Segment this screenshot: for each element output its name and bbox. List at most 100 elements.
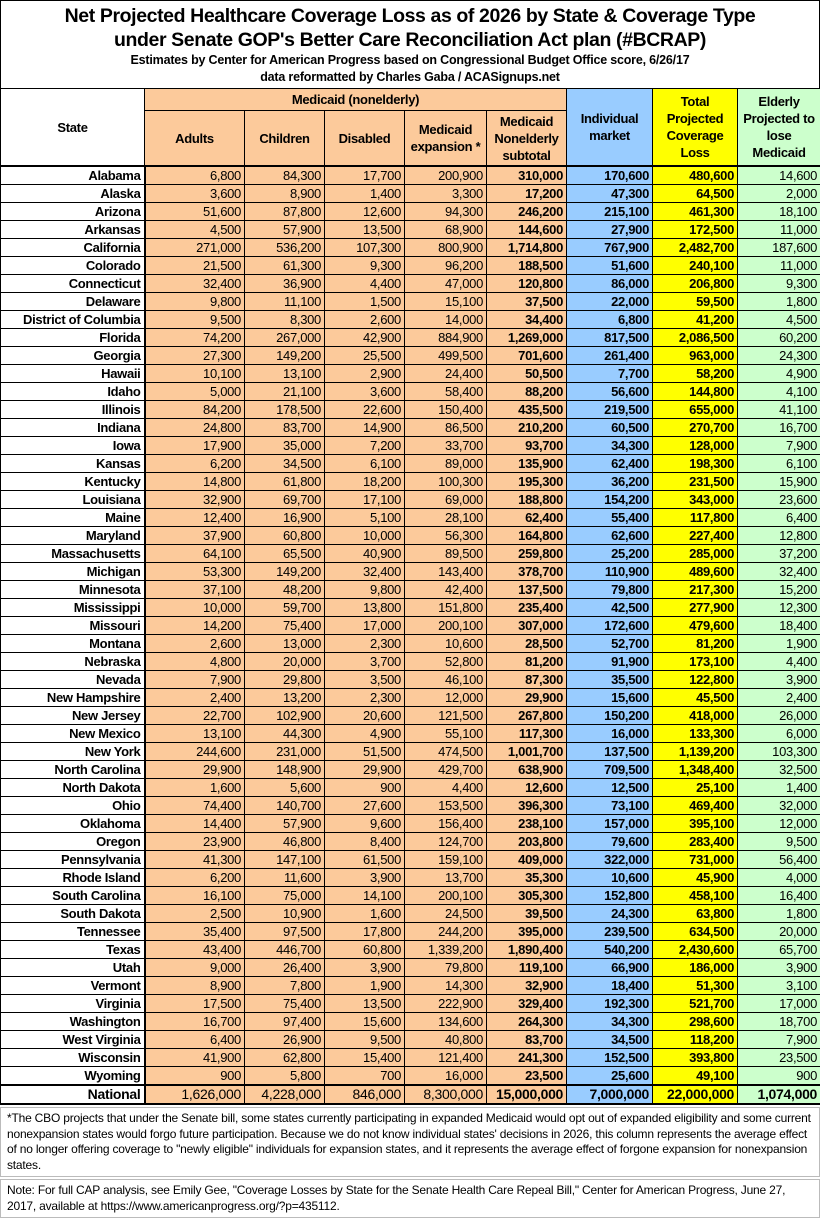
cell-elderly: 20,000 <box>738 923 820 941</box>
cell-subtotal: 28,500 <box>487 635 567 653</box>
cell-state: Massachusetts <box>1 545 145 563</box>
cell-subtotal: 117,300 <box>487 725 567 743</box>
cell-subtotal: 137,500 <box>487 581 567 599</box>
cell-state: Rhode Island <box>1 869 145 887</box>
cell-individual: 6,800 <box>567 311 653 329</box>
header-adults: Adults <box>145 111 245 167</box>
cell-children: 21,100 <box>245 383 325 401</box>
cell-adults: 3,600 <box>145 185 245 203</box>
cell-children: 60,800 <box>245 527 325 545</box>
cell-expansion: 47,000 <box>405 275 487 293</box>
cell-total: 461,300 <box>653 203 738 221</box>
cell-individual: 79,800 <box>567 581 653 599</box>
cell-individual: 170,600 <box>567 166 653 185</box>
cell-subtotal: 235,400 <box>487 599 567 617</box>
cell-adults: 9,000 <box>145 959 245 977</box>
cell-state: Arizona <box>1 203 145 221</box>
cell-individual: 192,300 <box>567 995 653 1013</box>
cell-subtotal: 195,300 <box>487 473 567 491</box>
cell-adults: 41,900 <box>145 1049 245 1067</box>
cell-total: 186,000 <box>653 959 738 977</box>
cell-individual: 540,200 <box>567 941 653 959</box>
footnote: *The CBO projects that under the Senate … <box>0 1107 820 1177</box>
cell-disabled: 17,800 <box>325 923 405 941</box>
cell-expansion: 16,000 <box>405 1067 487 1086</box>
cell-subtotal: 246,200 <box>487 203 567 221</box>
cell-elderly: 26,000 <box>738 707 820 725</box>
cell-total: 479,600 <box>653 617 738 635</box>
cell-subtotal: 120,800 <box>487 275 567 293</box>
cell-individual: 27,900 <box>567 221 653 239</box>
cell-state: Washington <box>1 1013 145 1031</box>
cell-subtotal: 259,800 <box>487 545 567 563</box>
cell-children: 75,000 <box>245 887 325 905</box>
cell-total: 144,800 <box>653 383 738 401</box>
cell-total: 655,000 <box>653 401 738 419</box>
cell-elderly: 9,300 <box>738 275 820 293</box>
cell-disabled: 846,000 <box>325 1085 405 1104</box>
cell-children: 10,900 <box>245 905 325 923</box>
cell-total: 240,100 <box>653 257 738 275</box>
cell-individual: 22,000 <box>567 293 653 311</box>
cell-individual: 62,400 <box>567 455 653 473</box>
cell-state: Virginia <box>1 995 145 1013</box>
cell-elderly: 1,900 <box>738 635 820 653</box>
cell-disabled: 60,800 <box>325 941 405 959</box>
cell-state: District of Columbia <box>1 311 145 329</box>
cell-individual: 152,800 <box>567 887 653 905</box>
cell-expansion: 12,000 <box>405 689 487 707</box>
cell-total: 45,500 <box>653 689 738 707</box>
cell-total: 231,500 <box>653 473 738 491</box>
cell-total: 133,300 <box>653 725 738 743</box>
cell-adults: 43,400 <box>145 941 245 959</box>
cell-total: 285,000 <box>653 545 738 563</box>
cell-elderly: 6,000 <box>738 725 820 743</box>
cell-state: Illinois <box>1 401 145 419</box>
cell-subtotal: 435,500 <box>487 401 567 419</box>
cell-elderly: 4,500 <box>738 311 820 329</box>
cell-expansion: 800,900 <box>405 239 487 257</box>
cell-children: 75,400 <box>245 995 325 1013</box>
cell-adults: 64,100 <box>145 545 245 563</box>
cell-subtotal: 39,500 <box>487 905 567 923</box>
cell-disabled: 2,300 <box>325 689 405 707</box>
cell-expansion: 8,300,000 <box>405 1085 487 1104</box>
cell-children: 7,800 <box>245 977 325 995</box>
cell-adults: 14,200 <box>145 617 245 635</box>
cell-individual: 15,600 <box>567 689 653 707</box>
cell-state: Nevada <box>1 671 145 689</box>
cell-expansion: 1,339,200 <box>405 941 487 959</box>
cell-subtotal: 81,200 <box>487 653 567 671</box>
cell-adults: 6,200 <box>145 869 245 887</box>
cell-individual: 91,900 <box>567 653 653 671</box>
cell-adults: 17,900 <box>145 437 245 455</box>
cell-individual: 16,000 <box>567 725 653 743</box>
cell-total: 395,100 <box>653 815 738 833</box>
cell-total: 1,139,200 <box>653 743 738 761</box>
cell-total: 63,800 <box>653 905 738 923</box>
cell-expansion: 4,400 <box>405 779 487 797</box>
cell-disabled: 29,900 <box>325 761 405 779</box>
cell-elderly: 2,400 <box>738 689 820 707</box>
cell-disabled: 1,500 <box>325 293 405 311</box>
cell-expansion: 134,600 <box>405 1013 487 1031</box>
title-line-2: under Senate GOP's Better Care Reconcili… <box>3 28 817 52</box>
cell-disabled: 15,600 <box>325 1013 405 1031</box>
cell-state: South Carolina <box>1 887 145 905</box>
cell-subtotal: 396,300 <box>487 797 567 815</box>
cell-state: Hawaii <box>1 365 145 383</box>
cell-total: 172,500 <box>653 221 738 239</box>
cell-state: Florida <box>1 329 145 347</box>
cell-elderly: 1,400 <box>738 779 820 797</box>
cell-adults: 74,400 <box>145 797 245 815</box>
cell-children: 536,200 <box>245 239 325 257</box>
cell-adults: 4,800 <box>145 653 245 671</box>
cell-children: 8,900 <box>245 185 325 203</box>
cell-total: 25,100 <box>653 779 738 797</box>
